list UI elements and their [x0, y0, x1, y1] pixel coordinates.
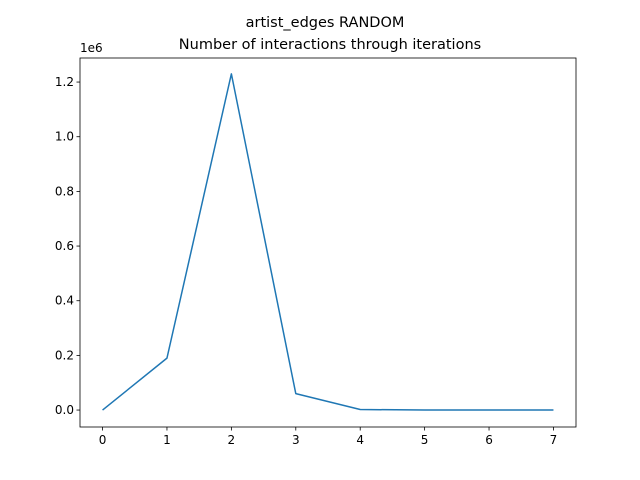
x-tick-label: 1 — [163, 433, 171, 447]
line — [102, 73, 554, 411]
x-tick-label: 7 — [550, 433, 558, 447]
x-tick-label: 3 — [292, 433, 300, 447]
x-tick-label: 2 — [228, 433, 236, 447]
y-tick-label: 0.8 — [55, 184, 74, 198]
x-tick-label: 0 — [99, 433, 107, 447]
y-offset-label: 1e6 — [80, 41, 103, 55]
y-tick-label: 0.4 — [55, 294, 74, 308]
x-tick-label: 5 — [421, 433, 429, 447]
y-tick-label: 1.2 — [55, 75, 74, 89]
y-tick-label: 1.0 — [55, 130, 74, 144]
x-tick-label: 6 — [485, 433, 493, 447]
y-tick-label: 0.6 — [55, 239, 74, 253]
chart-subtitle: Number of interactions through iteration… — [179, 37, 481, 53]
x-tick-label: 4 — [356, 433, 364, 447]
axes-frame — [79, 57, 577, 428]
y-tick-label: 0.2 — [55, 348, 74, 362]
chart-title: artist_edges RANDOM — [246, 15, 405, 31]
y-tick-label: 0.0 — [55, 403, 74, 417]
